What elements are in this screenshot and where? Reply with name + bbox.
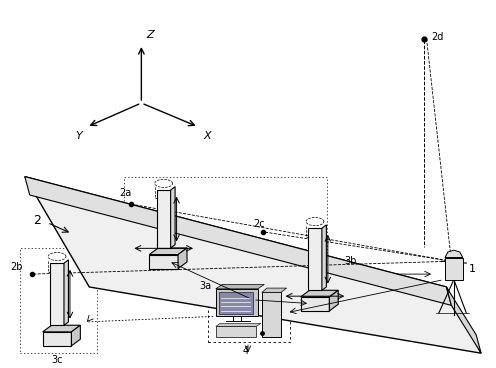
Polygon shape xyxy=(301,290,338,297)
Bar xyxy=(20,248,97,353)
Text: 2d: 2d xyxy=(432,32,444,42)
Text: 2b: 2b xyxy=(10,262,22,272)
Polygon shape xyxy=(262,288,287,293)
Text: 3a: 3a xyxy=(200,282,212,291)
Polygon shape xyxy=(171,187,175,248)
Polygon shape xyxy=(301,297,329,311)
Text: X: X xyxy=(203,131,211,141)
Text: Y: Y xyxy=(75,131,82,141)
Text: Z: Z xyxy=(146,31,154,40)
Bar xyxy=(216,326,256,337)
Bar xyxy=(219,293,253,314)
Polygon shape xyxy=(149,248,187,255)
Bar xyxy=(124,177,327,276)
Polygon shape xyxy=(43,332,71,346)
Polygon shape xyxy=(25,177,451,305)
Polygon shape xyxy=(25,177,481,353)
Polygon shape xyxy=(329,290,338,311)
Text: 2c: 2c xyxy=(254,219,265,229)
Text: 1: 1 xyxy=(469,263,476,273)
Bar xyxy=(216,289,258,316)
Text: 2a: 2a xyxy=(119,188,131,198)
Polygon shape xyxy=(157,190,171,248)
Text: 4: 4 xyxy=(243,346,248,356)
Polygon shape xyxy=(446,287,481,353)
Polygon shape xyxy=(50,263,64,325)
Polygon shape xyxy=(64,260,68,325)
Polygon shape xyxy=(308,228,322,290)
Polygon shape xyxy=(216,323,261,326)
Text: 3b: 3b xyxy=(345,256,357,266)
Text: 2: 2 xyxy=(33,214,41,227)
Polygon shape xyxy=(445,250,463,258)
Bar xyxy=(208,278,290,342)
Polygon shape xyxy=(43,325,80,332)
Polygon shape xyxy=(149,255,178,269)
Polygon shape xyxy=(216,284,264,289)
Polygon shape xyxy=(178,248,187,269)
Text: 3c: 3c xyxy=(51,355,63,365)
Polygon shape xyxy=(322,225,326,290)
Bar xyxy=(445,258,463,280)
Bar xyxy=(262,293,281,337)
Polygon shape xyxy=(71,325,80,346)
